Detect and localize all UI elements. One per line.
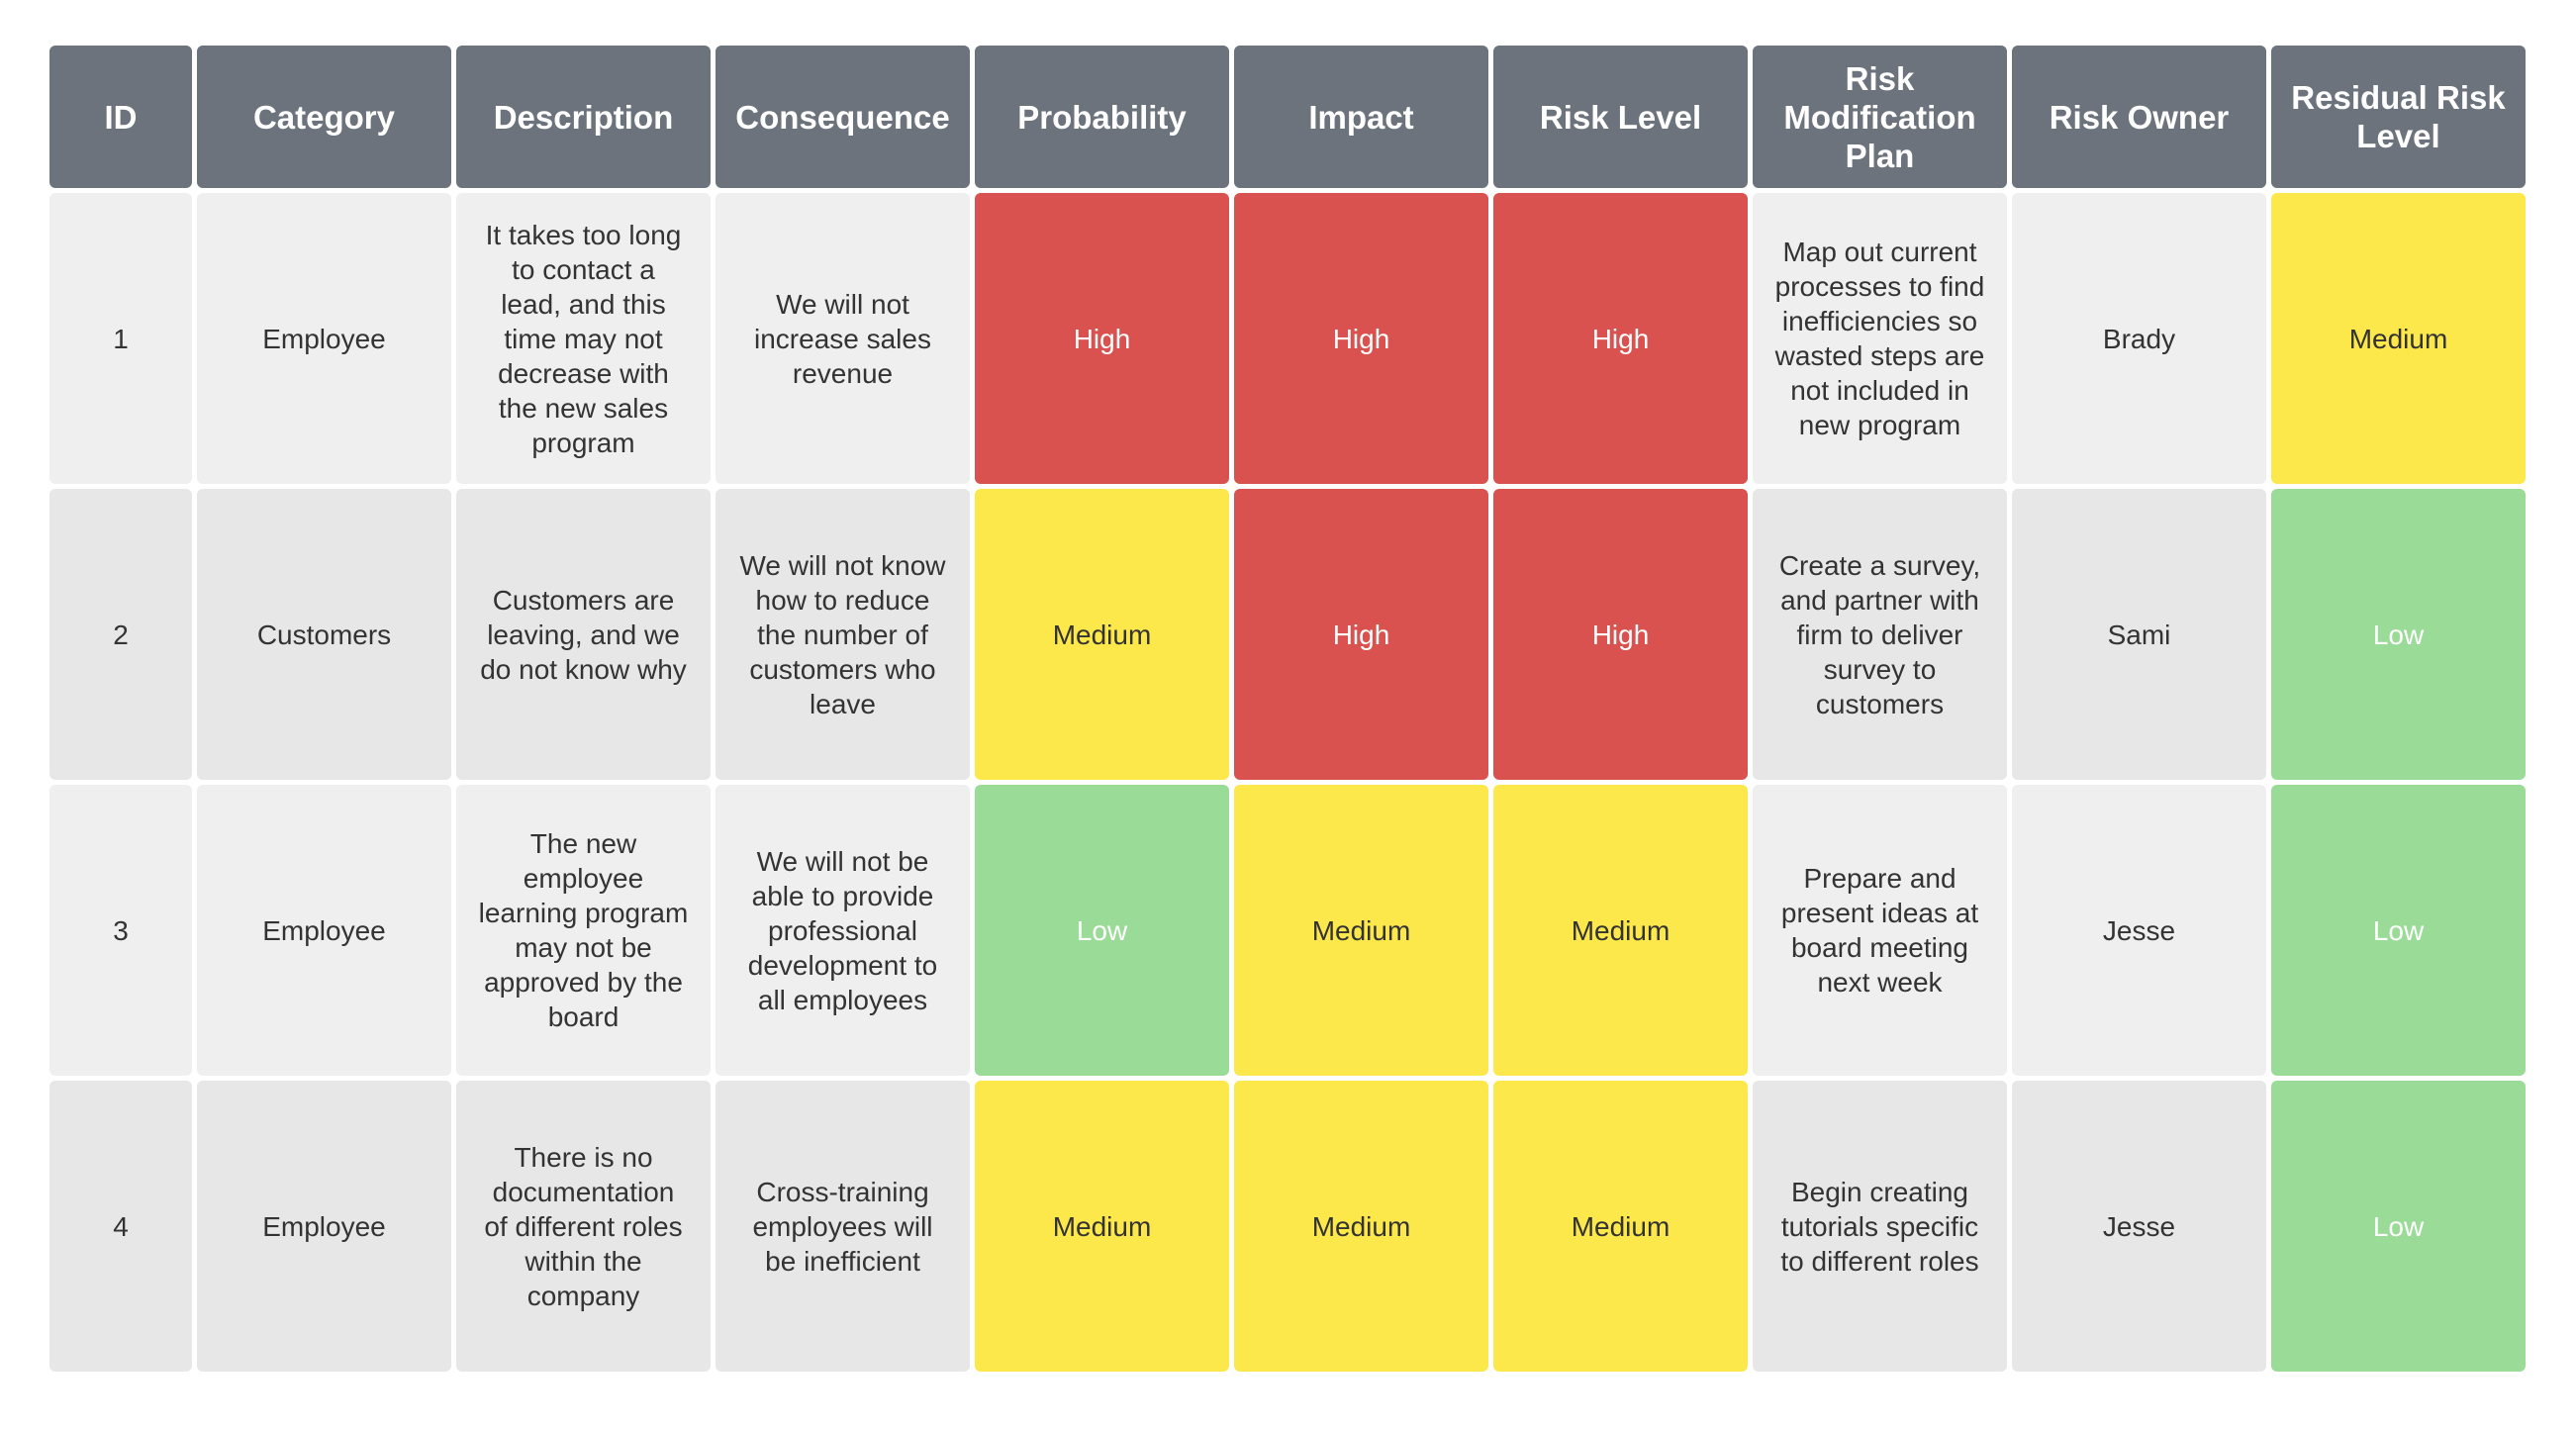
table-cell: Sami (2012, 489, 2266, 780)
table-cell: 3 (49, 785, 192, 1076)
header-cell: Probability (975, 46, 1229, 188)
risk-level-cell: High (1493, 489, 1748, 780)
risk-level-cell: High (1234, 193, 1488, 484)
table-cell: We will not know how to reduce the numbe… (716, 489, 970, 780)
header-cell: Consequence (716, 46, 970, 188)
risk-level-cell: Low (975, 785, 1229, 1076)
risk-level-cell: Medium (1234, 785, 1488, 1076)
risk-level-cell: Medium (2271, 193, 2526, 484)
table-cell: Jesse (2012, 785, 2266, 1076)
header-cell: Impact (1234, 46, 1488, 188)
risk-level-cell: Low (2271, 785, 2526, 1076)
table-cell: Customers (197, 489, 451, 780)
table-cell: We will not increase sales revenue (716, 193, 970, 484)
risk-level-cell: High (975, 193, 1229, 484)
table-cell: Employee (197, 785, 451, 1076)
risk-level-cell: High (1234, 489, 1488, 780)
table-cell: The new employee learning program may no… (456, 785, 711, 1076)
table-cell: We will not be able to provide professio… (716, 785, 970, 1076)
header-cell: Category (197, 46, 451, 188)
table-cell: Create a survey, and partner with firm t… (1753, 489, 2007, 780)
table-cell: Brady (2012, 193, 2266, 484)
table-cell: Employee (197, 193, 451, 484)
header-cell: Description (456, 46, 711, 188)
table-cell: 4 (49, 1081, 192, 1372)
risk-level-cell: Medium (1493, 785, 1748, 1076)
table-cell: Jesse (2012, 1081, 2266, 1372)
table-cell: 2 (49, 489, 192, 780)
header-cell: Residual Risk Level (2271, 46, 2526, 188)
risk-level-cell: Medium (975, 489, 1229, 780)
risk-level-cell: Medium (975, 1081, 1229, 1372)
table-cell: There is no documentation of different r… (456, 1081, 711, 1372)
table-cell: Map out current processes to find ineffi… (1753, 193, 2007, 484)
header-cell: Risk Modification Plan (1753, 46, 2007, 188)
table-cell: Customers are leaving, and we do not kno… (456, 489, 711, 780)
header-cell: ID (49, 46, 192, 188)
risk-level-cell: Medium (1493, 1081, 1748, 1372)
header-cell: Risk Owner (2012, 46, 2266, 188)
table-cell: Employee (197, 1081, 451, 1372)
risk-level-cell: High (1493, 193, 1748, 484)
risk-level-cell: Low (2271, 489, 2526, 780)
header-cell: Risk Level (1493, 46, 1748, 188)
risk-table: ID Category Description Consequence Probabil… (49, 46, 2526, 1372)
risk-level-cell: Low (2271, 1081, 2526, 1372)
table-cell: 1 (49, 193, 192, 484)
table-cell: Cross-training employees will be ineffic… (716, 1081, 970, 1372)
table-cell: Begin creating tutorials specific to dif… (1753, 1081, 2007, 1372)
risk-level-cell: Medium (1234, 1081, 1488, 1372)
table-cell: Prepare and present ideas at board meeti… (1753, 785, 2007, 1076)
table-cell: It takes too long to contact a lead, and… (456, 193, 711, 484)
